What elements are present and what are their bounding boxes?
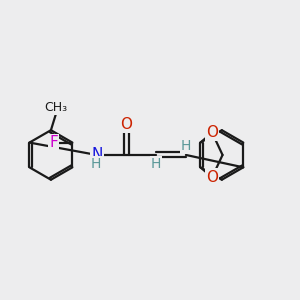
Text: O: O (206, 125, 218, 140)
Text: O: O (121, 117, 133, 132)
Text: F: F (50, 135, 58, 150)
Text: O: O (206, 170, 218, 185)
Text: N: N (91, 148, 102, 163)
Text: CH₃: CH₃ (44, 101, 68, 114)
Text: H: H (91, 158, 101, 171)
Text: H: H (151, 158, 161, 171)
Text: H: H (181, 139, 191, 153)
